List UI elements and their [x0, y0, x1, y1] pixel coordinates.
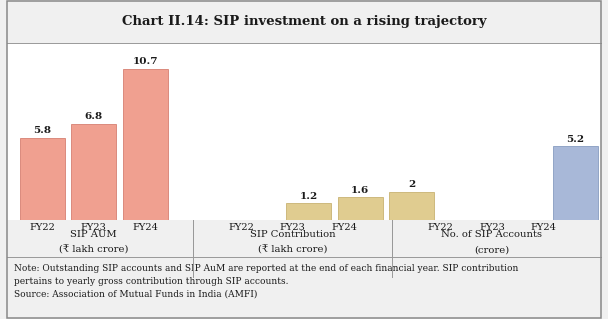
Bar	[71, 124, 116, 220]
Text: 1.6: 1.6	[351, 186, 369, 195]
Bar	[553, 146, 598, 220]
Text: SIP Contribution: SIP Contribution	[250, 230, 336, 239]
Text: 1.2: 1.2	[300, 192, 318, 201]
Bar	[19, 138, 64, 220]
Text: 2: 2	[408, 180, 415, 189]
Bar	[604, 131, 608, 220]
Bar	[286, 203, 331, 220]
Bar	[123, 69, 168, 220]
Text: (₹ lakh crore): (₹ lakh crore)	[258, 246, 328, 255]
Text: (crore): (crore)	[474, 246, 510, 255]
Text: 6.8: 6.8	[85, 112, 103, 121]
Text: SIP AUM: SIP AUM	[71, 230, 117, 239]
Text: (₹ lakh crore): (₹ lakh crore)	[59, 246, 128, 255]
Text: No. of SIP Accounts: No. of SIP Accounts	[441, 230, 542, 239]
Bar	[337, 197, 382, 220]
Text: Chart II.14: SIP investment on a rising trajectory: Chart II.14: SIP investment on a rising …	[122, 15, 486, 28]
Text: Note: Outstanding SIP accounts and SIP AuM are reported at the end of each finan: Note: Outstanding SIP accounts and SIP A…	[15, 264, 519, 299]
Text: 5.8: 5.8	[33, 126, 51, 135]
Bar	[389, 192, 434, 220]
Text: 10.7: 10.7	[133, 57, 158, 66]
Text: 5.2: 5.2	[566, 135, 584, 144]
